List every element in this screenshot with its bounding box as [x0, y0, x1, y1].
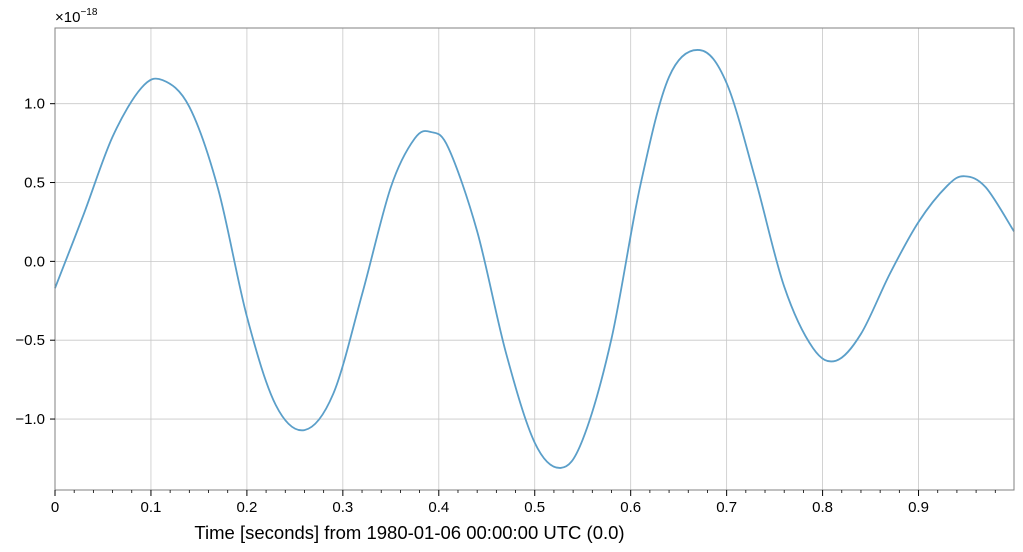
grid — [54, 28, 1014, 490]
y-tick-label: −1.0 — [15, 411, 45, 428]
y-tick-label: 0.0 — [24, 253, 45, 270]
line-layer — [54, 49, 1015, 469]
x-tick-label: 0.1 — [141, 499, 162, 516]
y-tick-label: −0.5 — [15, 332, 45, 349]
y-tick-label: 0.5 — [24, 175, 45, 192]
y-tick-label: 1.0 — [24, 96, 45, 113]
x-tick-label: 0.9 — [908, 499, 929, 516]
x-tick-label: 0.2 — [236, 499, 257, 516]
y-offset-exponent: −18 — [80, 7, 97, 18]
y-scale-multiplier: ×10−18 — [55, 7, 98, 26]
y-offset-base: ×10 — [55, 9, 80, 26]
x-axis-label: Time [seconds] from 1980-01-06 00:00:00 … — [194, 522, 624, 543]
x-tick-label: 0.7 — [716, 499, 737, 516]
x-tick-label: 0.8 — [812, 499, 833, 516]
x-tick-label: 0.6 — [620, 499, 641, 516]
y-axis: 1.0 0.5 0.0 −0.5 −1.0 — [15, 96, 55, 428]
x-axis: 0 0.1 0.2 0.3 0.4 0.5 0.6 0.7 0.8 0.9 — [51, 490, 996, 516]
x-tick-label: 0 — [51, 499, 59, 516]
x-tick-label: 0.4 — [428, 499, 449, 516]
x-tick-label: 0.5 — [524, 499, 545, 516]
series-line — [54, 49, 1015, 469]
x-tick-label: 0.3 — [332, 499, 353, 516]
